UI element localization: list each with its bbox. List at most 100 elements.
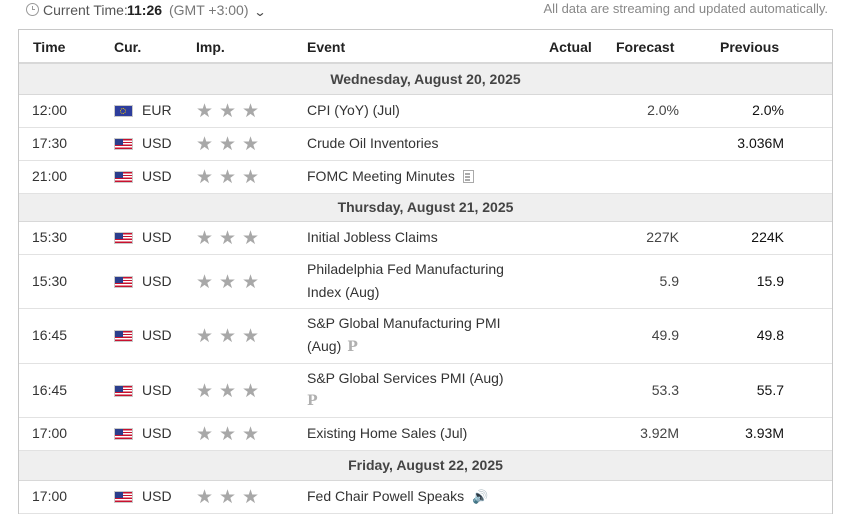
top-bar: Current Time: 11:26 (GMT +3:00) ⌄ All da…: [0, 0, 845, 26]
importance-stars: ★ ★ ★: [196, 101, 265, 122]
event-title[interactable]: Fed Chair Powell Speaks: [307, 488, 465, 504]
speaker-icon[interactable]: 🔊: [472, 489, 489, 504]
col-time: Time: [33, 39, 66, 55]
star-icon: ★: [242, 101, 260, 122]
star-icon: ★: [219, 134, 237, 155]
event-row[interactable]: 15:30 USD ★ ★ ★ Philadelphia Fed Manufacturin…: [19, 255, 832, 309]
star-icon: ★: [196, 134, 214, 155]
event-row[interactable]: 16:45 USD ★ ★ ★ S&P Global Services PMI (Aug)…: [19, 364, 832, 418]
star-icon: ★: [219, 101, 237, 122]
us-flag: [114, 385, 133, 397]
event-name[interactable]: Fed Chair Powell Speaks 🔊: [307, 485, 547, 508]
event-time: 17:00: [32, 425, 68, 441]
event-forecast: 53.3: [651, 382, 679, 398]
event-currency: USD: [142, 382, 172, 398]
event-title[interactable]: Initial Jobless Claims: [307, 229, 438, 245]
event-currency: USD: [142, 229, 172, 245]
event-row[interactable]: 12:00 EUR ★ ★ ★ CPI (YoY) (Jul) 2.0% 2.0%: [19, 95, 832, 128]
event-row[interactable]: 17:00 USD ★ ★ ★ Existing Home Sales (Jul) 3.92…: [19, 418, 832, 451]
star-icon: ★: [219, 167, 237, 188]
event-previous: 55.7: [756, 382, 784, 398]
event-row[interactable]: 15:30 USD ★ ★ ★ Initial Jobless Claims 227K 224…: [19, 222, 832, 255]
star-icon: ★: [242, 326, 260, 347]
event-name[interactable]: S&P Global Manufacturing PMI (Aug) P: [307, 312, 532, 359]
star-icon: ★: [219, 424, 237, 445]
importance-stars: ★ ★ ★: [196, 272, 265, 293]
event-name[interactable]: Existing Home Sales (Jul): [307, 422, 547, 445]
importance-stars: ★ ★ ★: [196, 424, 265, 445]
event-title[interactable]: Philadelphia Fed Manufacturing Index (Au…: [307, 261, 504, 300]
event-currency: USD: [142, 327, 172, 343]
col-forecast: Forecast: [616, 39, 675, 55]
eu-flag: [114, 105, 133, 117]
economic-calendar-table: Time Cur. Imp. Event Actual Forecast Pre…: [18, 29, 833, 514]
event-name[interactable]: S&P Global Services PMI (Aug) P: [307, 367, 532, 413]
event-currency: USD: [142, 135, 172, 151]
star-icon: ★: [242, 487, 260, 508]
event-name[interactable]: Philadelphia Fed Manufacturing Index (Au…: [307, 258, 532, 304]
event-title[interactable]: FOMC Meeting Minutes: [307, 168, 455, 184]
star-icon: ★: [242, 381, 260, 402]
current-time-label: Current Time:: [43, 2, 128, 18]
star-icon: ★: [219, 228, 237, 249]
event-currency: USD: [142, 425, 172, 441]
event-time: 15:30: [32, 229, 68, 245]
event-row[interactable]: 17:30 USD ★ ★ ★ Crude Oil Inventories 3.036M: [19, 128, 832, 161]
preliminary-icon: P: [307, 393, 318, 409]
event-forecast: 3.92M: [640, 425, 679, 441]
us-flag: [114, 171, 133, 183]
event-name[interactable]: CPI (YoY) (Jul): [307, 99, 547, 122]
col-actual: Actual: [549, 39, 592, 55]
star-icon: ★: [242, 134, 260, 155]
event-time: 17:00: [32, 488, 68, 504]
document-icon[interactable]: [462, 170, 474, 183]
col-event: Event: [307, 39, 346, 55]
event-row[interactable]: 17:00 USD ★ ★ ★ Fed Chair Powell Speaks 🔊: [19, 481, 832, 514]
star-icon: ★: [219, 381, 237, 402]
event-row[interactable]: 16:45 USD ★ ★ ★ S&P Global Manufacturing PMI …: [19, 309, 832, 364]
event-name[interactable]: Initial Jobless Claims: [307, 226, 547, 249]
event-time: 17:30: [32, 135, 68, 151]
event-currency: EUR: [142, 102, 172, 118]
event-previous: 15.9: [756, 273, 784, 289]
star-icon: ★: [242, 167, 260, 188]
event-title[interactable]: CPI (YoY) (Jul): [307, 102, 400, 118]
event-previous: 224K: [751, 229, 784, 245]
star-icon: ★: [242, 424, 260, 445]
col-importance: Imp.: [196, 39, 225, 55]
preliminary-icon: P: [347, 339, 358, 355]
importance-stars: ★ ★ ★: [196, 381, 265, 402]
us-flag: [114, 276, 133, 288]
day-header: Friday, August 22, 2025: [19, 451, 832, 481]
star-icon: ★: [219, 487, 237, 508]
event-title[interactable]: S&P Global Manufacturing PMI (Aug): [307, 315, 501, 354]
star-icon: ★: [196, 272, 214, 293]
timezone-selector[interactable]: (GMT +3:00): [169, 2, 249, 18]
us-flag: [114, 232, 133, 244]
event-title[interactable]: Existing Home Sales (Jul): [307, 425, 468, 441]
event-time: 21:00: [32, 168, 68, 184]
event-forecast: 227K: [646, 229, 679, 245]
event-title[interactable]: Crude Oil Inventories: [307, 135, 439, 151]
streaming-notice: All data are streaming and updated autom…: [543, 1, 828, 16]
us-flag: [114, 330, 133, 342]
star-icon: ★: [196, 228, 214, 249]
event-time: 16:45: [32, 382, 68, 398]
event-time: 15:30: [32, 273, 68, 289]
event-previous: 2.0%: [752, 102, 784, 118]
importance-stars: ★ ★ ★: [196, 326, 265, 347]
importance-stars: ★ ★ ★: [196, 134, 265, 155]
chevron-down-icon[interactable]: ⌄: [253, 5, 267, 19]
us-flag: [114, 138, 133, 150]
importance-stars: ★ ★ ★: [196, 228, 265, 249]
event-row[interactable]: 21:00 USD ★ ★ ★ FOMC Meeting Minutes: [19, 161, 832, 194]
event-name[interactable]: Crude Oil Inventories: [307, 132, 547, 155]
event-previous: 3.036M: [737, 135, 784, 151]
star-icon: ★: [196, 101, 214, 122]
star-icon: ★: [196, 167, 214, 188]
current-time-value: 11:26: [127, 2, 163, 18]
event-title[interactable]: S&P Global Services PMI (Aug): [307, 370, 504, 386]
day-header: Wednesday, August 20, 2025: [19, 64, 832, 95]
event-previous: 49.8: [756, 327, 784, 343]
event-name[interactable]: FOMC Meeting Minutes: [307, 165, 547, 188]
